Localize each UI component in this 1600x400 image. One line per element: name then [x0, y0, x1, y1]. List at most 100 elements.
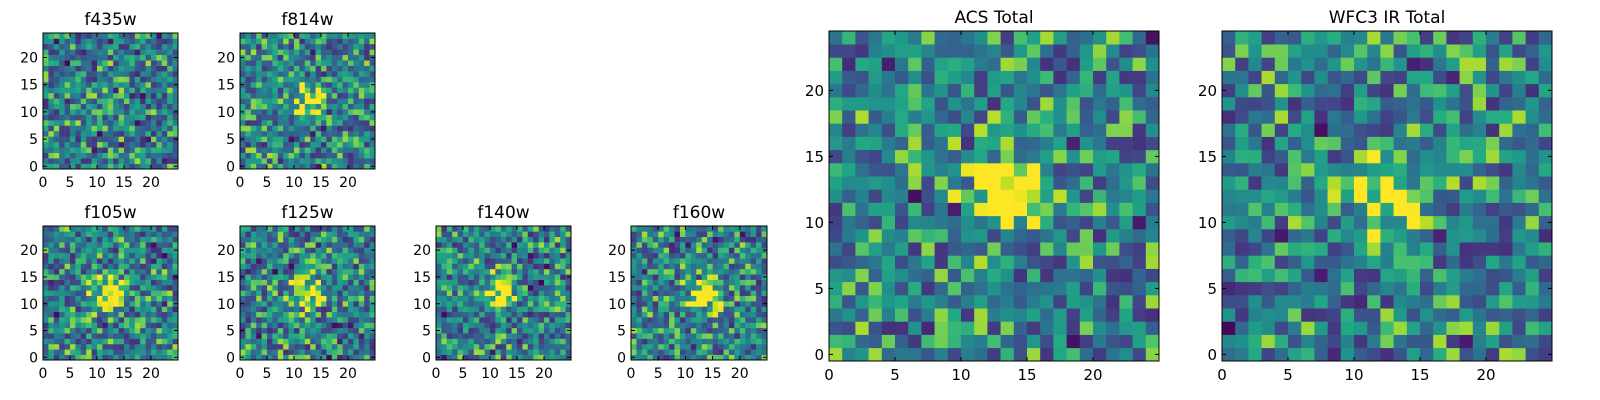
- image-pixel: [337, 343, 343, 350]
- image-pixel: [315, 322, 322, 329]
- image-pixel: [161, 349, 168, 355]
- image-pixel: [113, 114, 119, 121]
- image-pixel: [756, 306, 762, 313]
- image-pixel: [151, 274, 157, 280]
- image-pixel: [538, 306, 545, 313]
- image-pixel: [64, 98, 71, 105]
- image-pixel: [647, 317, 654, 323]
- image-pixel: [272, 252, 279, 259]
- image-pixel: [342, 76, 349, 83]
- image-pixel: [1472, 321, 1487, 335]
- image-pixel: [685, 231, 692, 238]
- image-pixel: [167, 147, 173, 153]
- y-tick-label: 5: [29, 132, 38, 148]
- image-pixel: [304, 284, 311, 291]
- image-pixel: [908, 57, 922, 71]
- y-tick-label: 15: [608, 270, 626, 286]
- image-pixel: [129, 114, 136, 121]
- image-pixel: [947, 163, 962, 177]
- image-pixel: [304, 109, 311, 115]
- image-pixel: [337, 236, 343, 243]
- image-pixel: [1486, 334, 1500, 349]
- image-pixel: [91, 98, 98, 105]
- image-pixel: [1301, 189, 1315, 203]
- image-pixel: [1145, 202, 1160, 217]
- image-pixel: [1380, 347, 1394, 362]
- image-pixel: [947, 149, 962, 164]
- image-pixel: [43, 306, 49, 313]
- image-pixel: [337, 141, 343, 148]
- image-pixel: [495, 306, 502, 313]
- image-pixel: [299, 76, 306, 83]
- image-pixel: [331, 109, 338, 115]
- image-pixel: [353, 236, 360, 243]
- image-pixel: [240, 120, 246, 126]
- image-pixel: [1040, 255, 1054, 269]
- image-pixel: [987, 31, 1001, 45]
- image-pixel: [881, 31, 896, 45]
- image-pixel: [1027, 255, 1041, 269]
- image-pixel: [331, 338, 338, 345]
- image-pixel: [718, 263, 724, 270]
- image-pixel: [436, 279, 442, 286]
- image-pixel: [647, 295, 654, 302]
- image-pixel: [690, 338, 697, 345]
- image-pixel: [53, 327, 60, 334]
- image-pixel: [658, 242, 664, 248]
- image-pixel: [517, 327, 523, 334]
- image-pixel: [43, 60, 49, 66]
- image-pixel: [1499, 202, 1513, 217]
- image-pixel: [947, 268, 962, 283]
- image-pixel: [48, 120, 55, 126]
- image-pixel: [53, 338, 60, 345]
- image-pixel: [97, 141, 103, 148]
- x-tick-label: 10: [481, 366, 499, 382]
- image-pixel: [145, 279, 152, 286]
- image-pixel: [107, 141, 114, 148]
- image-pixel: [538, 247, 545, 254]
- image-pixel: [80, 109, 87, 115]
- image-pixel: [908, 123, 922, 137]
- image-pixel: [679, 295, 686, 302]
- image-pixel: [1013, 255, 1028, 269]
- image-pixel: [829, 176, 843, 190]
- image-pixel: [490, 236, 496, 243]
- image-pixel: [511, 268, 518, 275]
- image-pixel: [326, 76, 333, 83]
- x-tick-label: 5: [263, 175, 272, 191]
- image-pixel: [43, 279, 49, 286]
- image-pixel: [554, 349, 561, 355]
- image-pixel: [1525, 202, 1540, 217]
- image-pixel: [1288, 334, 1302, 349]
- image-pixel: [70, 38, 76, 45]
- image-pixel: [53, 81, 60, 88]
- image-pixel: [59, 242, 65, 248]
- image-pixel: [134, 125, 141, 132]
- image-pixel: [554, 268, 561, 275]
- image-pixel: [723, 349, 730, 355]
- image-pixel: [267, 338, 273, 345]
- image-pixel: [974, 176, 988, 190]
- image-pixel: [348, 114, 354, 121]
- image-pixel: [690, 252, 697, 259]
- image-pixel: [1367, 215, 1381, 230]
- image-pixel: [267, 114, 273, 121]
- image-pixel: [554, 263, 561, 270]
- image-pixel: [240, 333, 246, 339]
- image-pixel: [364, 284, 370, 291]
- image-pixel: [59, 333, 65, 339]
- image-pixel: [272, 158, 279, 164]
- image-pixel: [156, 98, 163, 105]
- image-pixel: [631, 279, 637, 286]
- image-pixel: [484, 349, 491, 355]
- image-pixel: [70, 274, 76, 280]
- image-pixel: [842, 334, 856, 349]
- image-pixel: [48, 242, 55, 248]
- image-pixel: [745, 231, 751, 238]
- image-pixel: [1301, 215, 1315, 230]
- image-pixel: [538, 252, 545, 259]
- image-pixel: [701, 279, 708, 286]
- image-pixel: [1288, 215, 1302, 230]
- image-pixel: [1420, 295, 1434, 309]
- image-pixel: [468, 301, 475, 307]
